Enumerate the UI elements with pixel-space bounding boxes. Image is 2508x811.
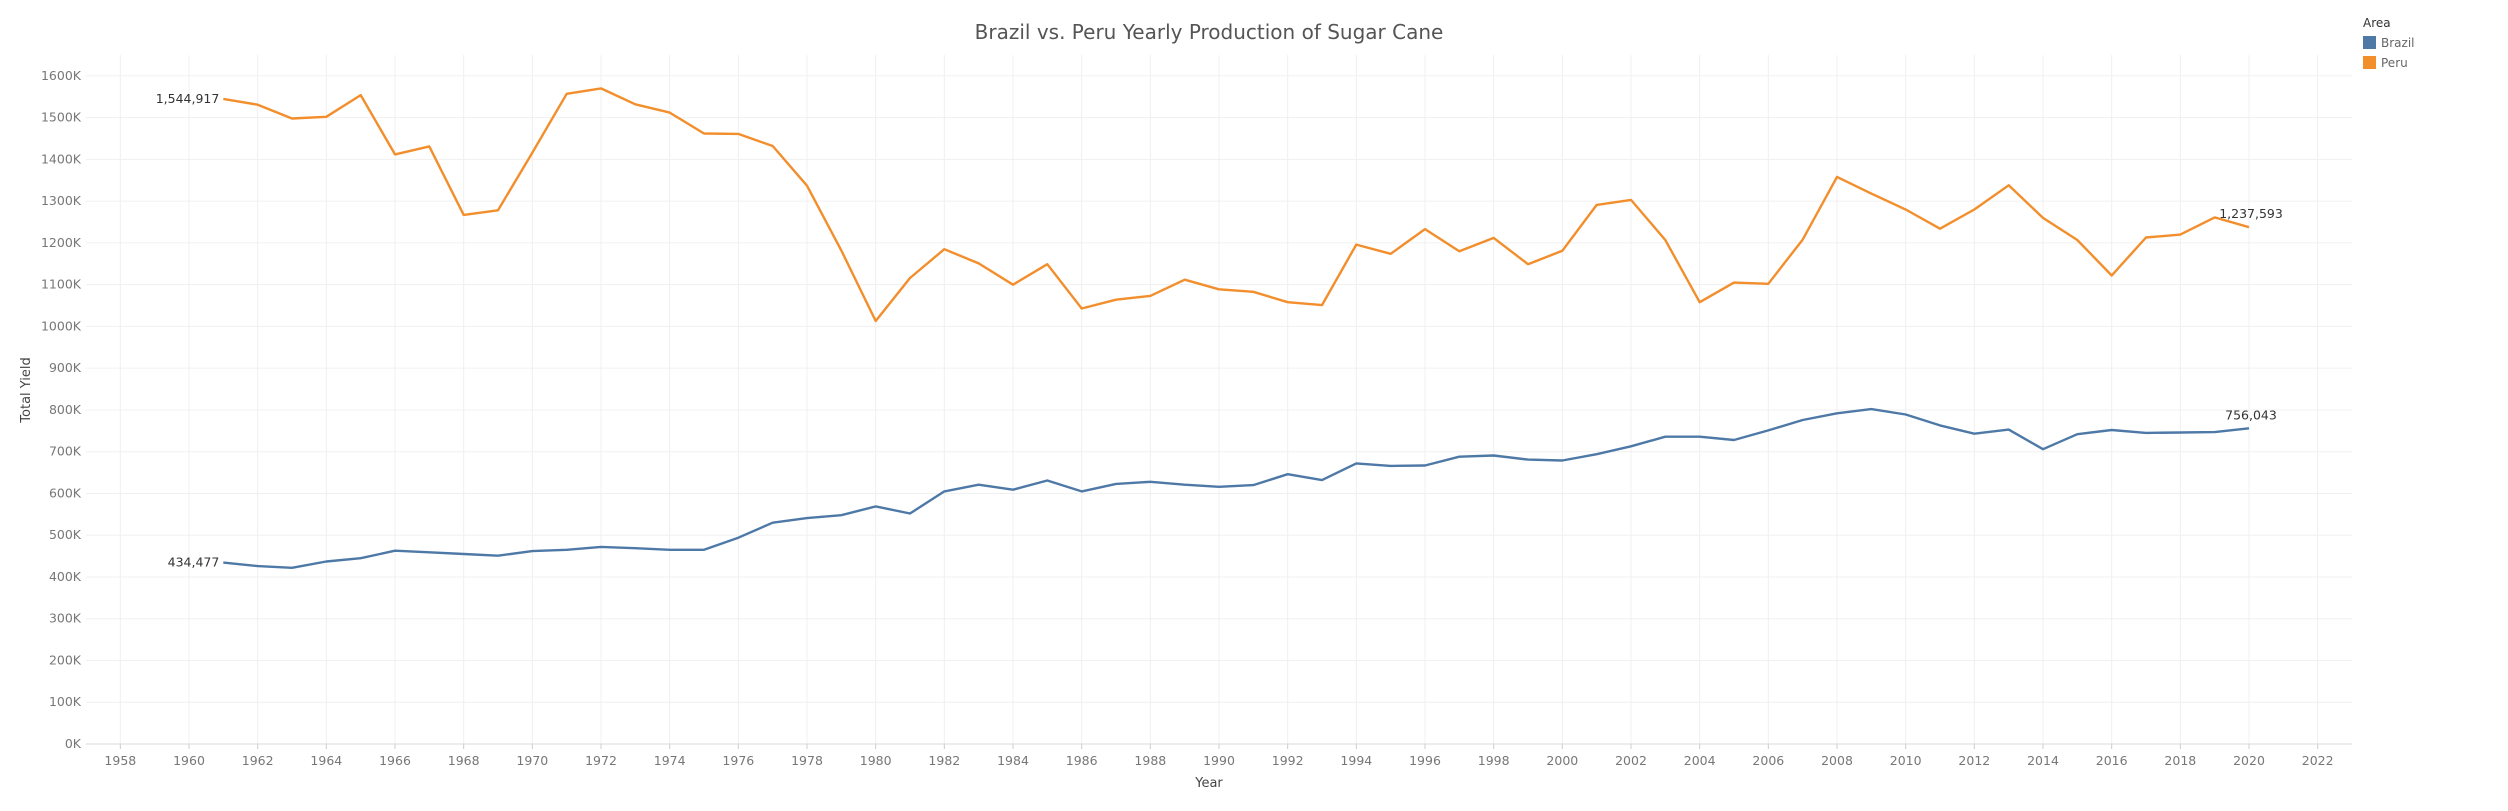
x-tick-label: 2022 — [2302, 753, 2334, 768]
x-tick-label: 1988 — [1134, 753, 1166, 768]
legend-title: Area — [2363, 16, 2391, 30]
legend-item-peru[interactable]: Peru — [2363, 56, 2408, 70]
x-tick-label: 1970 — [516, 753, 548, 768]
y-tick-label: 1000K — [41, 318, 82, 333]
x-tick-label: 2002 — [1615, 753, 1647, 768]
x-tick-label: 2006 — [1752, 753, 1784, 768]
y-tick-label: 300K — [49, 611, 82, 626]
y-tick-label: 0K — [65, 736, 82, 751]
legend-label-brazil: Brazil — [2381, 36, 2415, 50]
series-line-brazil[interactable] — [223, 407, 2250, 569]
legend-label-peru: Peru — [2381, 56, 2408, 70]
x-tick-label: 1960 — [173, 753, 205, 768]
y-tick-label: 700K — [49, 444, 82, 459]
x-tick-label: 1968 — [448, 753, 480, 768]
data-label-peru-1961: 1,544,917 — [156, 91, 220, 106]
x-tick-label: 1982 — [928, 753, 960, 768]
x-tick-label: 2014 — [2027, 753, 2059, 768]
x-tick-label: 1992 — [1272, 753, 1304, 768]
data-label-peru-2020: 1,237,593 — [2219, 206, 2283, 221]
x-tick-label: 1980 — [860, 753, 892, 768]
y-tick-label: 1600K — [41, 68, 82, 83]
x-axis-title: Year — [1194, 776, 1223, 791]
x-tick-label: 1974 — [654, 753, 686, 768]
x-tick-label: 2012 — [1958, 753, 1990, 768]
grid — [86, 55, 2352, 745]
x-tick-label: 1998 — [1478, 753, 1510, 768]
x-tick-label: 2016 — [2096, 753, 2128, 768]
y-axis-ticks: 0K 100K 200K 300K 400K 500K 600K 700K 800K 900K 10… — [41, 68, 82, 751]
chart-title: Brazil vs. Peru Yearly Production of Sug… — [975, 20, 1444, 44]
x-tick-label: 1990 — [1203, 753, 1235, 768]
y-tick-label: 1100K — [41, 277, 82, 292]
series-line-peru[interactable] — [223, 87, 2250, 323]
x-tick-label: 1978 — [791, 753, 823, 768]
y-tick-label: 500K — [49, 527, 82, 542]
x-tick-label: 1994 — [1340, 753, 1372, 768]
x-tick-label: 1984 — [997, 753, 1029, 768]
y-tick-label: 900K — [49, 360, 82, 375]
x-tick-label: 2008 — [1821, 753, 1853, 768]
x-tick-label: 1964 — [310, 753, 342, 768]
x-tick-label: 2000 — [1546, 753, 1578, 768]
legend-item-brazil[interactable]: Brazil — [2363, 36, 2415, 50]
y-tick-label: 1300K — [41, 193, 82, 208]
x-tick-label: 1958 — [104, 753, 136, 768]
y-tick-label: 400K — [49, 569, 82, 584]
y-tick-label: 200K — [49, 652, 82, 667]
legend-swatch-peru — [2363, 56, 2376, 69]
y-tick-label: 1400K — [41, 151, 82, 166]
x-tick-label: 1996 — [1409, 753, 1441, 768]
x-tick-label: 2018 — [2164, 753, 2196, 768]
series-lines — [223, 87, 2250, 569]
data-label-brazil-2020: 756,043 — [2225, 407, 2277, 422]
y-tick-label: 800K — [49, 402, 82, 417]
legend: Area Brazil Peru — [2363, 16, 2415, 70]
x-tick-label: 1966 — [379, 753, 411, 768]
y-tick-label: 1200K — [41, 235, 82, 250]
y-axis-title: Total Yield — [19, 357, 34, 423]
x-tick-label: 1986 — [1066, 753, 1098, 768]
y-tick-label: 100K — [49, 694, 82, 709]
x-tick-label: 1972 — [585, 753, 617, 768]
data-labels: 434,477 756,043 1,544,917 1,237,593 — [156, 91, 2283, 570]
data-label-brazil-1961: 434,477 — [168, 555, 220, 570]
x-tick-label: 2010 — [1890, 753, 1922, 768]
x-tick-label: 1962 — [242, 753, 274, 768]
x-tick-label: 2004 — [1684, 753, 1716, 768]
y-tick-label: 1500K — [41, 110, 82, 125]
x-tick-label: 1976 — [722, 753, 754, 768]
x-tick-label: 2020 — [2233, 753, 2265, 768]
y-tick-label: 600K — [49, 485, 82, 500]
x-axis-ticks: 1958 1960 1962 1964 1966 1968 1970 1972 1974 1976… — [104, 744, 2334, 768]
legend-swatch-brazil — [2363, 36, 2376, 49]
